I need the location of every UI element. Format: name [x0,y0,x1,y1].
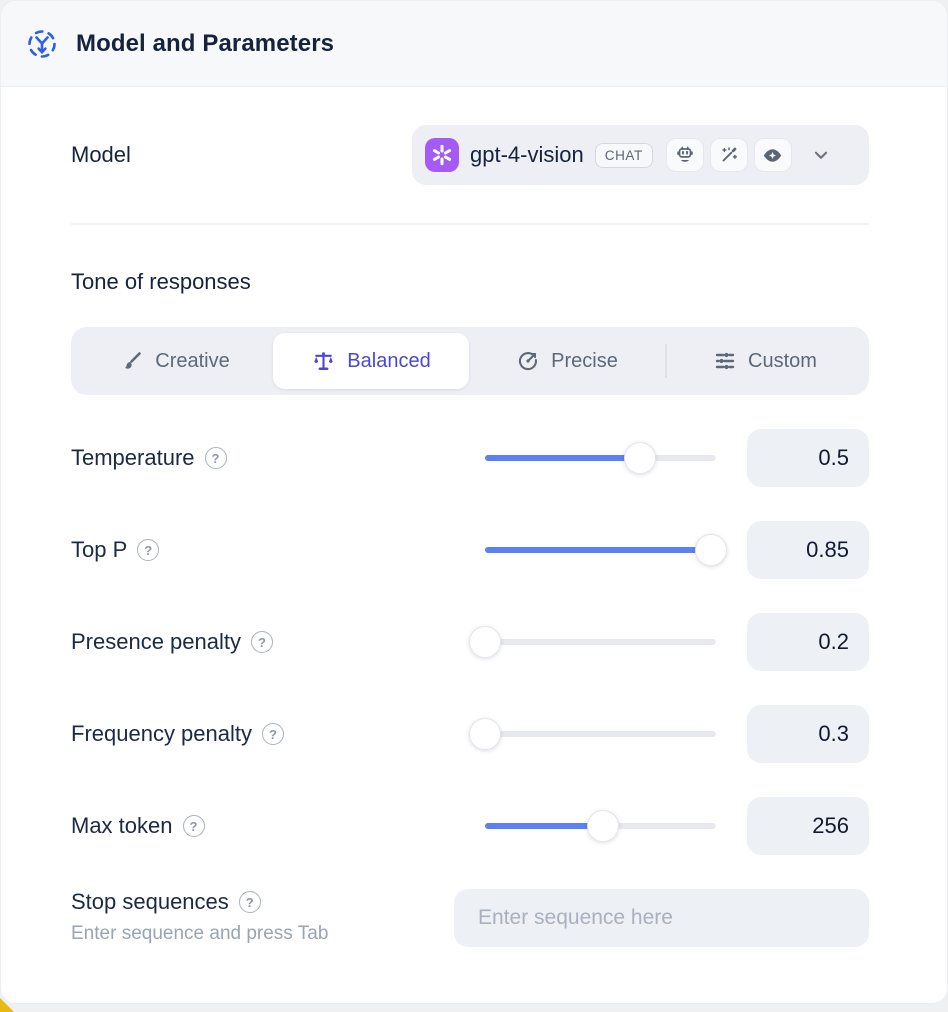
help-icon[interactable]: ? [262,723,284,745]
slider-thumb[interactable] [623,442,656,474]
max-token-value[interactable]: 256 [747,797,869,855]
tone-section-heading: Tone of responses [71,269,251,294]
help-icon[interactable]: ? [238,891,261,913]
slider-track[interactable] [485,639,716,645]
temperature-value[interactable]: 0.5 [747,429,869,487]
tab-precise[interactable]: Precise [469,333,665,389]
slider-fill [485,455,640,461]
param-row-temperature: Temperature ? 0.5 [71,429,869,487]
param-row-presence-penalty: Presence penalty ? 0.2 [71,613,869,671]
presence-penalty-value[interactable]: 0.2 [747,613,869,671]
balance-scale-icon [311,349,336,374]
param-row-max-token: Max token ? 256 [71,797,869,855]
model-label: Model [71,142,131,167]
chat-type-badge: CHAT [594,142,653,168]
capability-chips [665,138,792,172]
section-divider [71,223,869,225]
param-label: Max token [71,813,173,838]
param-label: Frequency penalty [71,721,252,746]
stop-sequences-label: Stop sequences [71,889,229,914]
slider-thumb[interactable] [469,626,501,658]
tab-label: Custom [748,349,817,372]
help-icon[interactable]: ? [204,447,227,469]
tab-label: Creative [155,349,230,372]
help-icon[interactable]: ? [182,815,205,837]
param-label: Temperature [71,445,195,470]
slider-thumb[interactable] [586,810,619,842]
model-row: Model gpt-4-vision CHAT [71,125,869,185]
param-row-frequency-penalty: Frequency penalty ? 0.3 [71,705,869,763]
target-arrow-icon [516,349,540,373]
tab-balanced[interactable]: Balanced [273,333,469,389]
stop-sequences-hint: Enter sequence and press Tab [71,923,329,944]
paintbrush-icon [120,349,144,373]
help-icon[interactable]: ? [137,539,160,561]
help-icon[interactable]: ? [251,631,273,653]
slider-fill [485,547,712,553]
presence-penalty-slider[interactable] [469,626,716,658]
stop-sequences-row: Stop sequences ? Enter sequence and pres… [71,889,869,947]
vision-eye-icon [753,138,792,172]
param-row-top-p: Top P ? 0.85 [71,521,869,579]
tab-custom[interactable]: Custom [667,333,863,389]
model-focus-icon [25,27,59,61]
tab-label: Balanced [347,349,431,372]
panel-header: Model and Parameters [1,1,947,87]
tone-tab-group: Creative Balanced [71,327,869,395]
stop-sequences-labels: Stop sequences ? Enter sequence and pres… [71,889,328,945]
slider-fill [485,823,603,829]
frequency-penalty-slider[interactable] [469,718,716,750]
model-name: gpt-4-vision [470,142,584,167]
temperature-slider[interactable] [485,442,716,474]
param-label: Top P [71,537,128,562]
top-p-value[interactable]: 0.85 [747,521,869,579]
openai-logo-icon [425,138,459,172]
sliders-icon [713,349,737,373]
slider-thumb[interactable] [695,534,728,566]
slider-track[interactable] [485,731,716,737]
top-p-slider[interactable] [485,534,728,566]
magic-wand-icon [709,138,748,172]
param-label: Presence penalty [71,629,241,654]
page-title: Model and Parameters [76,29,335,57]
robot-icon [665,138,704,172]
model-select-dropdown[interactable]: gpt-4-vision CHAT [412,125,869,185]
tab-creative[interactable]: Creative [77,333,273,389]
max-token-slider[interactable] [485,810,716,842]
chevron-down-icon[interactable] [810,144,832,166]
stop-sequence-input[interactable] [454,889,869,947]
frequency-penalty-value[interactable]: 0.3 [747,705,869,763]
tab-divider [665,344,667,378]
tab-label: Precise [551,349,618,372]
slider-thumb[interactable] [469,718,501,750]
